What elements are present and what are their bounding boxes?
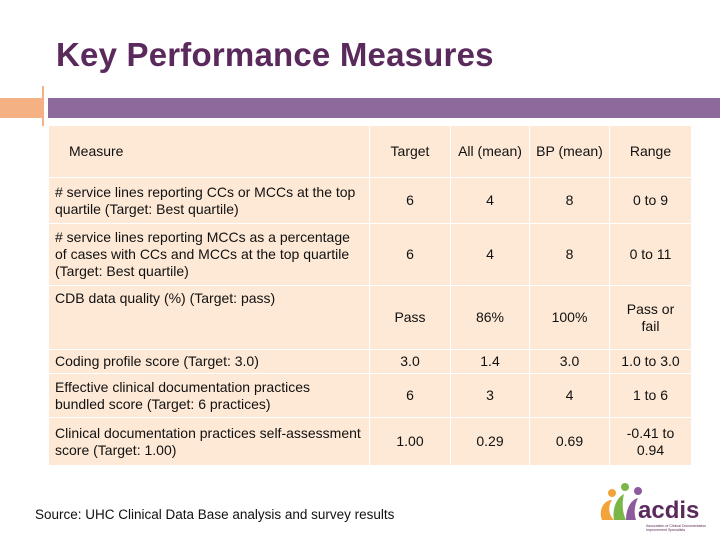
cell-measure: # service lines reporting MCCs as a perc… [48,223,370,286]
cell-range: -0.41 to 0.94 [609,417,692,466]
cell-measure: Clinical documentation practices self-as… [48,417,370,466]
cell-target: 6 [369,373,451,418]
acdis-logo: acdis Association of Clinical Documentat… [600,483,707,532]
header-bp-mean: BP (mean) [529,125,610,178]
header-measure: Measure [48,125,370,178]
accent-line [42,86,44,126]
cell-all: 0.29 [450,417,530,466]
table-row: # service lines reporting MCCs as a perc… [48,223,692,286]
cell-bp: 8 [529,177,610,224]
cell-all: 86% [450,285,530,350]
svg-text:Association of Clinical Docume: Association of Clinical Documentation Im… [646,524,707,532]
cell-measure: CDB data quality (%) (Target: pass) [48,285,370,350]
cell-range: 0 to 9 [609,177,692,224]
source-note: Source: UHC Clinical Data Base analysis … [35,507,395,522]
cell-all: 4 [450,223,530,286]
cell-range: 0 to 11 [609,223,692,286]
slide-title: Key Performance Measures [56,36,494,73]
acdis-figure-icon [600,483,642,520]
cell-bp: 4 [529,373,610,418]
accent-bar-orange [0,98,42,118]
header-all-mean: All (mean) [450,125,530,178]
cell-bp: 8 [529,223,610,286]
cell-bp: 0.69 [529,417,610,466]
header-range: Range [609,125,692,178]
cell-target: Pass [369,285,451,350]
cell-range: Pass or fail [609,285,692,350]
cell-all: 3 [450,373,530,418]
table-row: CDB data quality (%) (Target: pass) Pass… [48,285,692,350]
cell-target: 6 [369,223,451,286]
cell-target: 1.00 [369,417,451,466]
cell-target: 3.0 [369,349,451,374]
cell-bp: 3.0 [529,349,610,374]
cell-all: 1.4 [450,349,530,374]
table-row: Clinical documentation practices self-as… [48,417,692,466]
cell-measure: Coding profile score (Target: 3.0) [48,349,370,374]
cell-all: 4 [450,177,530,224]
table-row: Coding profile score (Target: 3.0) 3.0 1… [48,349,692,374]
cell-target: 6 [369,177,451,224]
kpi-table: Measure Target All (mean) BP (mean) Rang… [48,125,692,466]
accent-bar-purple [48,98,720,118]
table-header-row: Measure Target All (mean) BP (mean) Rang… [48,125,692,178]
cell-bp: 100% [529,285,610,350]
acdis-logo-text: acdis [638,497,699,524]
cell-measure: # service lines reporting CCs or MCCs at… [48,177,370,224]
cell-measure: Effective clinical documentation practic… [48,373,370,418]
table-row: Effective clinical documentation practic… [48,373,692,418]
cell-range: 1.0 to 3.0 [609,349,692,374]
header-target: Target [369,125,451,178]
cell-range: 1 to 6 [609,373,692,418]
table-row: # service lines reporting CCs or MCCs at… [48,177,692,224]
